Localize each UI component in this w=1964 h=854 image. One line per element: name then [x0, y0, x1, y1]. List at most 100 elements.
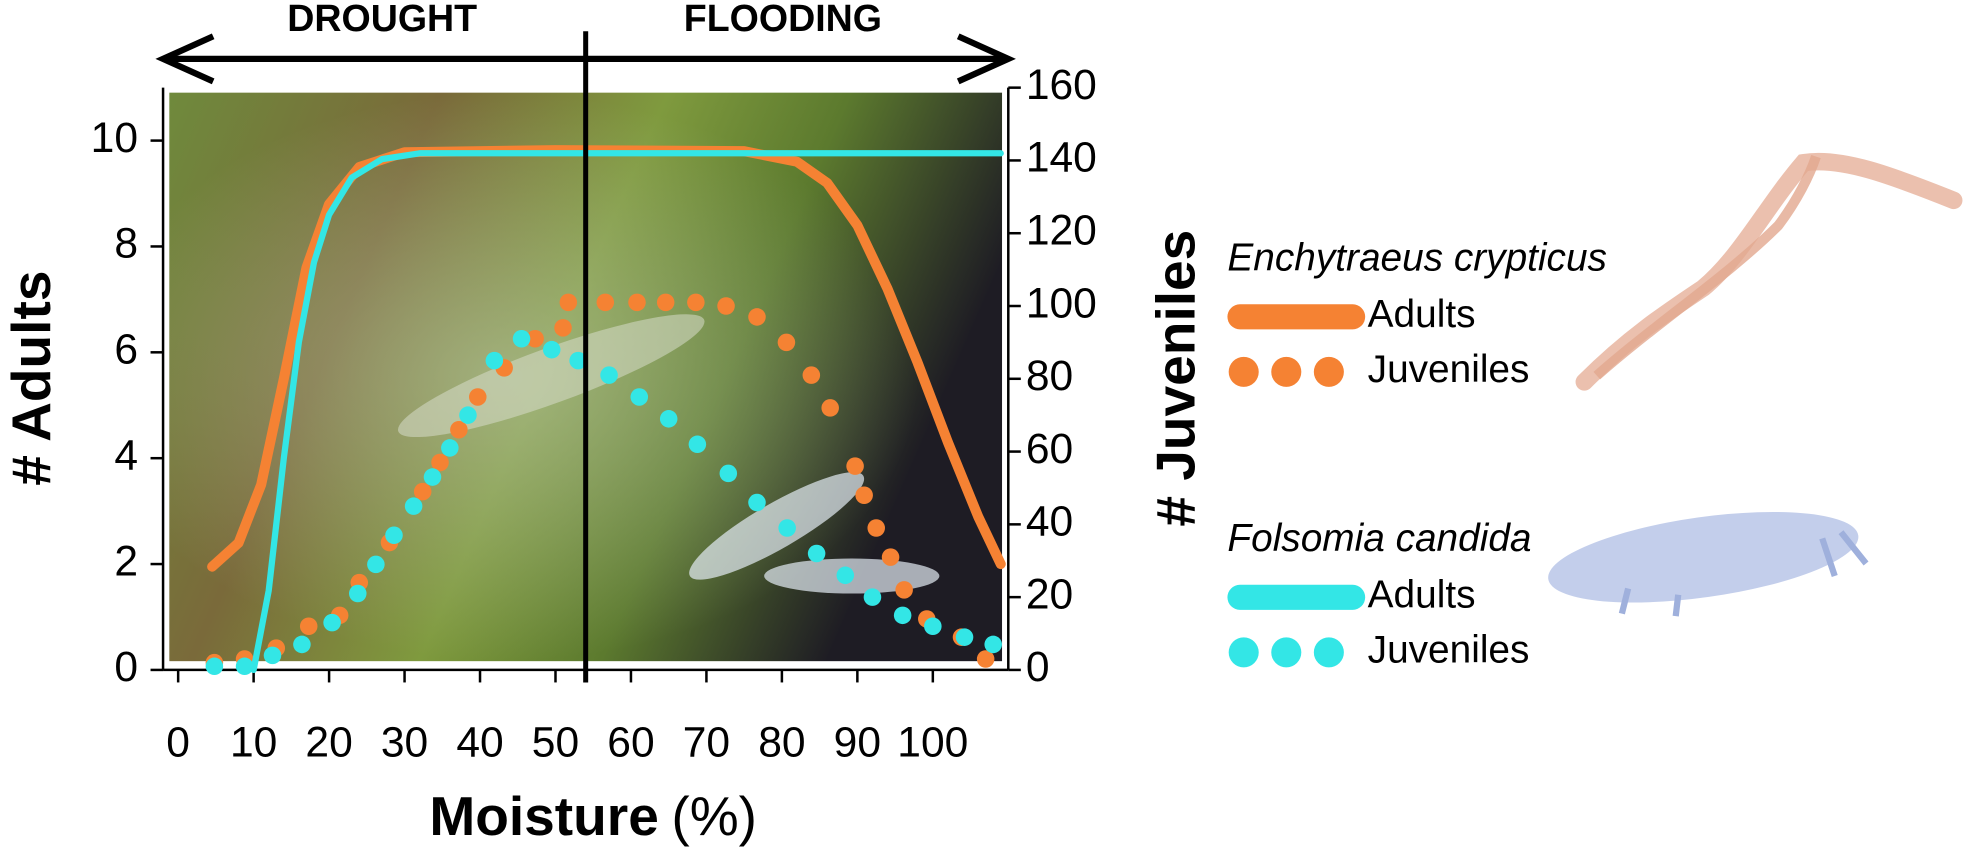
- x-tick-label: 0: [166, 718, 190, 766]
- y2-tick-label: 100: [1026, 279, 1097, 327]
- y2-tick-label: 20: [1026, 570, 1073, 618]
- series-dot: [821, 399, 839, 417]
- flooding-label: FLOODING: [684, 0, 882, 39]
- series-dot: [323, 613, 341, 632]
- series-dot: [863, 588, 882, 606]
- legend-swatch: [1313, 356, 1344, 387]
- x-tick-label: 100: [897, 718, 968, 766]
- legend-label: Juveniles: [1368, 629, 1530, 672]
- x-axis-title: Moisture (%): [429, 785, 757, 847]
- y2-tick-label: 160: [1026, 61, 1097, 109]
- series-dot: [596, 293, 615, 312]
- series-dot: [235, 657, 254, 676]
- series-dot: [293, 635, 311, 654]
- series-dot: [778, 519, 796, 537]
- legend-swatch: [1228, 356, 1259, 387]
- y-axis-title: # Adults: [0, 271, 62, 486]
- series-dot: [924, 617, 942, 636]
- legend-swatch: [1271, 637, 1302, 668]
- series-dot: [299, 617, 318, 636]
- legend-label: Adults: [1368, 574, 1476, 617]
- series-dot: [349, 584, 367, 603]
- series-dot: [955, 628, 974, 646]
- series-dot: [628, 293, 646, 312]
- series-dot: [441, 439, 459, 457]
- series-dot: [512, 329, 531, 348]
- legend-group-title: Enchytraeus crypticus: [1227, 237, 1607, 280]
- legend-group-title: Folsomia candida: [1227, 517, 1531, 560]
- x-axis-title-unit: (%): [671, 785, 757, 847]
- series-dot: [893, 606, 912, 625]
- y-tick-label: 2: [114, 537, 138, 585]
- series-dot: [688, 435, 707, 454]
- legend-swatch: [1228, 637, 1259, 668]
- y2-tick-label: 40: [1026, 498, 1073, 546]
- arrow-head-right: [956, 33, 1016, 85]
- series-line: [250, 150, 1004, 674]
- series-dot: [385, 526, 403, 545]
- y-tick-label: 4: [114, 431, 138, 479]
- series-dot: [717, 297, 735, 315]
- x-tick-label: 70: [683, 718, 730, 766]
- series-dot: [867, 519, 885, 537]
- series-dot: [367, 555, 385, 574]
- series-dot: [855, 486, 873, 505]
- x-tick-label: 30: [381, 718, 428, 766]
- series-dot: [431, 453, 449, 472]
- legend-label: Adults: [1368, 293, 1476, 336]
- series-dot: [526, 329, 544, 348]
- legend-swatch: [1313, 637, 1344, 668]
- series-dot: [554, 319, 572, 337]
- y-tick-label: 0: [114, 643, 138, 691]
- series-dot: [569, 351, 587, 370]
- x-tick-label: 20: [305, 718, 352, 766]
- species-illustrations: [1548, 152, 1963, 617]
- series-dot: [656, 293, 675, 312]
- series-dot: [404, 497, 423, 515]
- series-dot: [984, 635, 1002, 654]
- series-dot: [802, 366, 821, 384]
- x-tick-label: 40: [456, 718, 503, 766]
- y2-tick-label: 80: [1026, 352, 1073, 400]
- x-tick-label: 90: [834, 718, 881, 766]
- series-dot: [659, 410, 678, 428]
- series-dot: [542, 340, 561, 359]
- x-tick-label: 80: [758, 718, 805, 766]
- legend-label: Juveniles: [1368, 348, 1530, 391]
- series-dot: [895, 581, 913, 599]
- series-dot: [807, 544, 826, 563]
- drought-label: DROUGHT: [287, 0, 477, 39]
- y2-tick-label: 60: [1026, 425, 1073, 473]
- y2-tick-label: 140: [1026, 134, 1097, 182]
- x-tick-label: 50: [532, 718, 579, 766]
- series-dot: [630, 388, 649, 406]
- series-dot: [485, 351, 504, 370]
- y2-tick-label: 0: [1026, 643, 1050, 691]
- series-dot: [459, 406, 477, 424]
- series-dot: [748, 308, 766, 326]
- y-tick-label: 10: [91, 114, 138, 162]
- series-dot: [719, 464, 738, 483]
- x-axis-title-main: Moisture: [429, 785, 659, 847]
- series-dot: [559, 293, 578, 312]
- series-dot: [846, 457, 864, 475]
- series-dot: [881, 548, 900, 566]
- x-tick-label: 10: [230, 718, 277, 766]
- legend-swatch: [1271, 356, 1302, 387]
- series-dot: [413, 482, 432, 501]
- series-dot: [777, 333, 796, 352]
- series-dot: [423, 468, 442, 486]
- series-dot: [836, 566, 855, 585]
- x-tick-label: 60: [607, 718, 654, 766]
- series-dot: [450, 420, 468, 439]
- y-tick-label: 8: [114, 220, 138, 268]
- series-dot: [468, 388, 487, 406]
- series-dot: [687, 293, 705, 312]
- series-dot: [263, 646, 282, 665]
- y2-axis-title: # Juveniles: [1144, 230, 1206, 527]
- arrow-head-left: [155, 33, 215, 85]
- y2-tick-label: 120: [1026, 206, 1097, 254]
- series-dot: [748, 493, 766, 512]
- series-dot: [600, 366, 618, 384]
